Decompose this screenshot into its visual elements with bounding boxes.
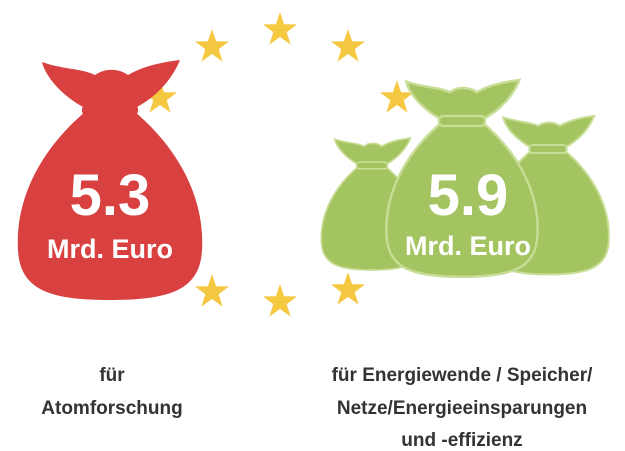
caption: und -effizienz — [401, 430, 522, 451]
amount: 5.3 — [70, 163, 151, 228]
unit: Mrd. Euro — [405, 231, 531, 261]
caption: für — [99, 365, 125, 386]
caption: Netze/Energieeinsparungen — [337, 398, 587, 419]
unit: Mrd. Euro — [47, 234, 173, 264]
caption: für Energiewende / Speicher/ — [332, 365, 594, 386]
caption: Atomforschung — [41, 398, 182, 419]
amount: 5.9 — [428, 163, 509, 228]
